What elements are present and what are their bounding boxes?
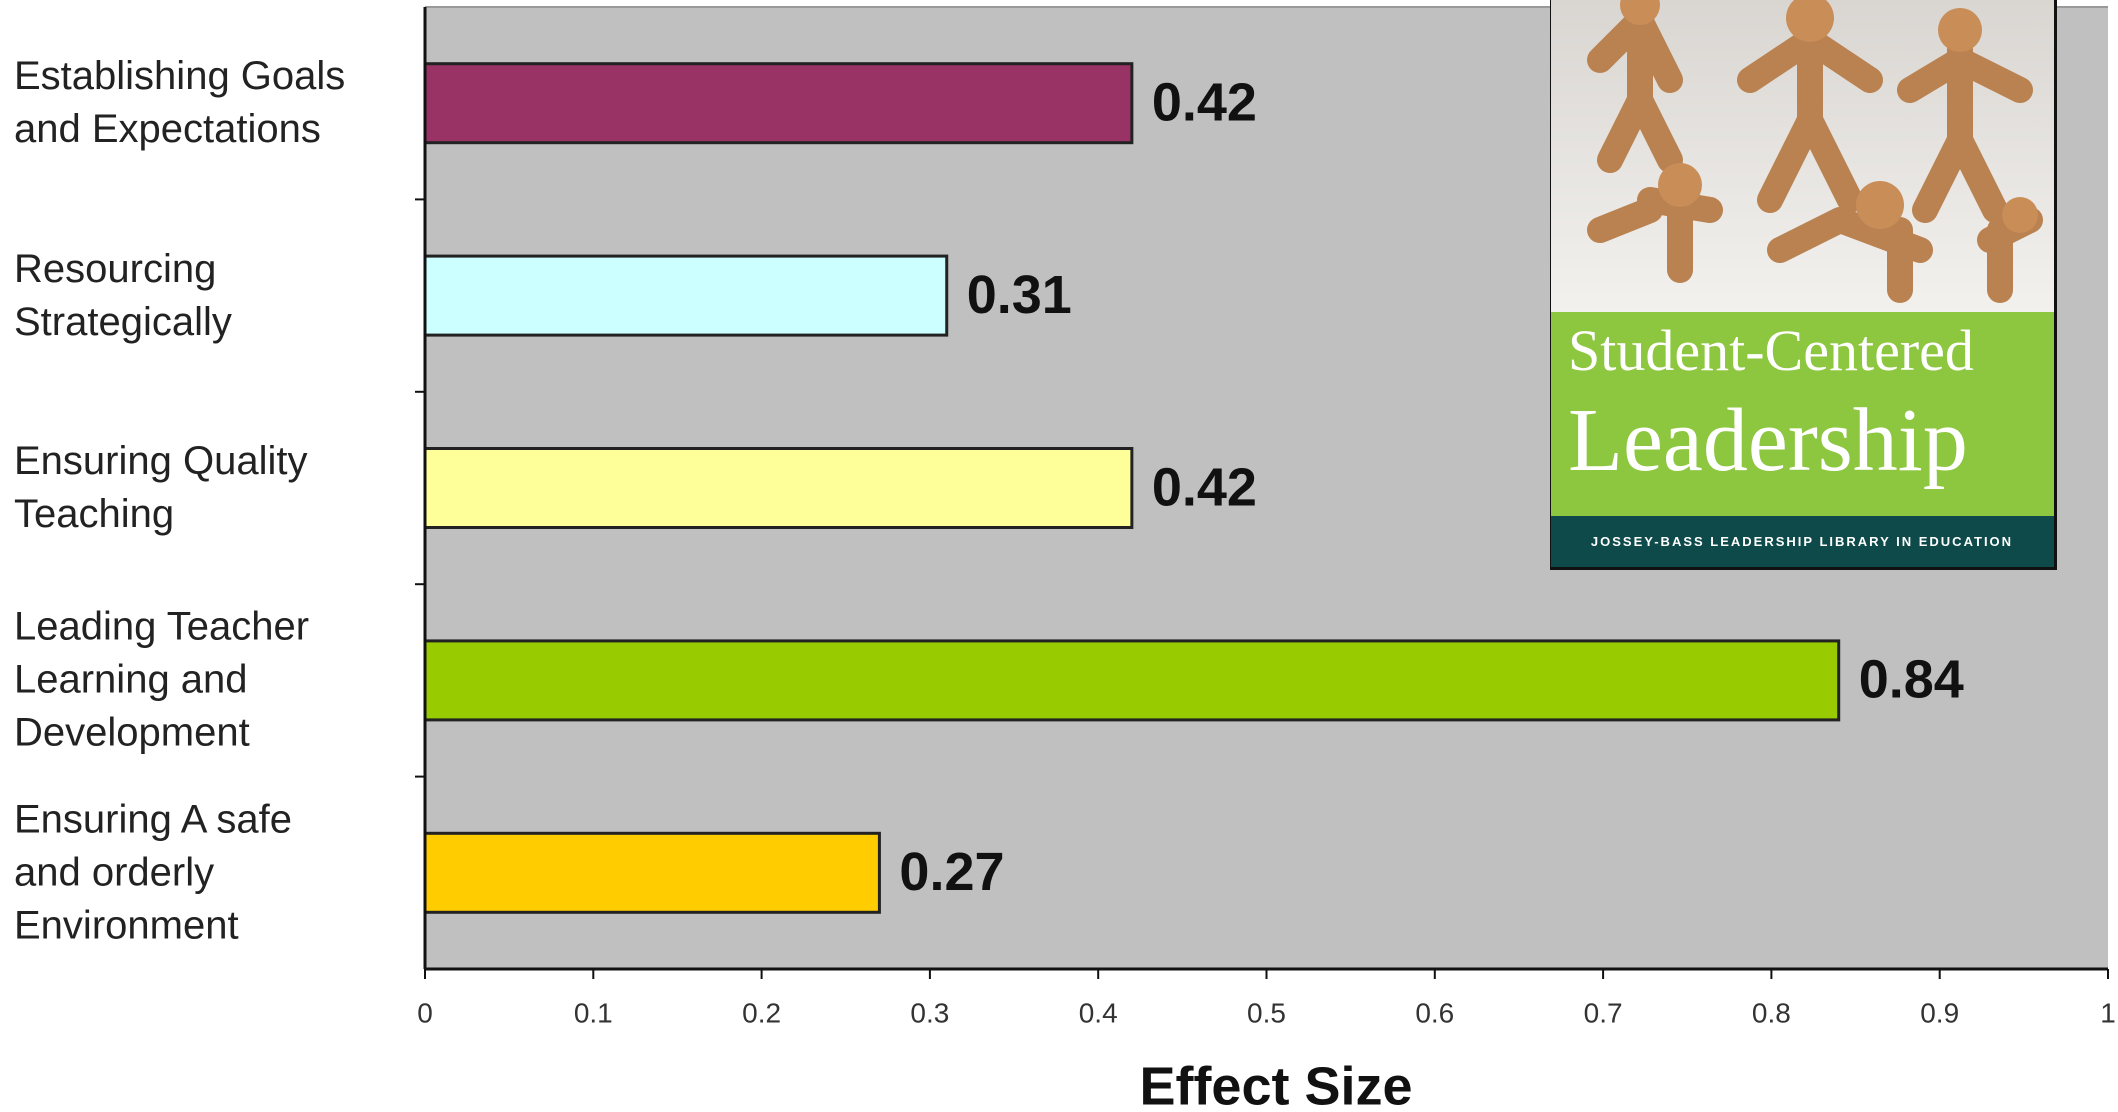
x-tick-label: 0.5 <box>1247 997 1286 1028</box>
category-label: Ensuring A safe and orderly Environment <box>14 797 292 948</box>
category-label: Establishing Goals and Expectations <box>14 54 346 152</box>
category-label: Resourcing Strategically <box>14 246 232 344</box>
value-label: 0.31 <box>967 265 1072 325</box>
cover-title-2: Leadership <box>1568 391 1968 490</box>
cover-series-band <box>1551 516 2054 567</box>
x-tick-label: 1 <box>2100 997 2116 1028</box>
bar <box>423 447 1134 529</box>
x-tick-label: 0.1 <box>574 997 613 1028</box>
category-label: Leading Teacher Learning and Development <box>14 604 310 755</box>
value-label: 0.27 <box>899 842 1004 902</box>
x-tick-label: 0.8 <box>1752 997 1791 1028</box>
x-tick-label: 0.4 <box>1079 997 1118 1028</box>
x-axis-title: Effect Size <box>1139 1056 1412 1112</box>
cover-title-band <box>1551 312 2054 516</box>
cover-title-1: Student-Centered <box>1568 318 1974 383</box>
bar <box>423 254 949 337</box>
value-label: 0.42 <box>1152 72 1257 132</box>
x-tick-label: 0 <box>417 997 433 1028</box>
bar <box>423 639 1841 722</box>
bar <box>423 831 881 914</box>
category-label: Ensuring Quality Teaching <box>14 439 308 536</box>
bars <box>423 62 1841 914</box>
paper-figures <box>1587 7 2043 303</box>
x-tick-label: 0.2 <box>742 997 781 1028</box>
x-tick-label: 0.7 <box>1584 997 1623 1028</box>
cover-series: JOSSEY-BASS LEADERSHIP LIBRARY IN EDUCAT… <box>1591 534 2013 549</box>
book-cover: Student-Centered Leadership JOSSEY-BASS … <box>1550 0 2057 570</box>
value-label: 0.42 <box>1152 457 1257 517</box>
x-tick-label: 0.6 <box>1415 997 1454 1028</box>
value-label: 0.84 <box>1859 650 1964 710</box>
bar <box>423 62 1134 145</box>
x-tick-label: 0.9 <box>1920 997 1959 1028</box>
paper-heads <box>1620 0 2038 233</box>
x-tick-label: 0.3 <box>910 997 949 1028</box>
